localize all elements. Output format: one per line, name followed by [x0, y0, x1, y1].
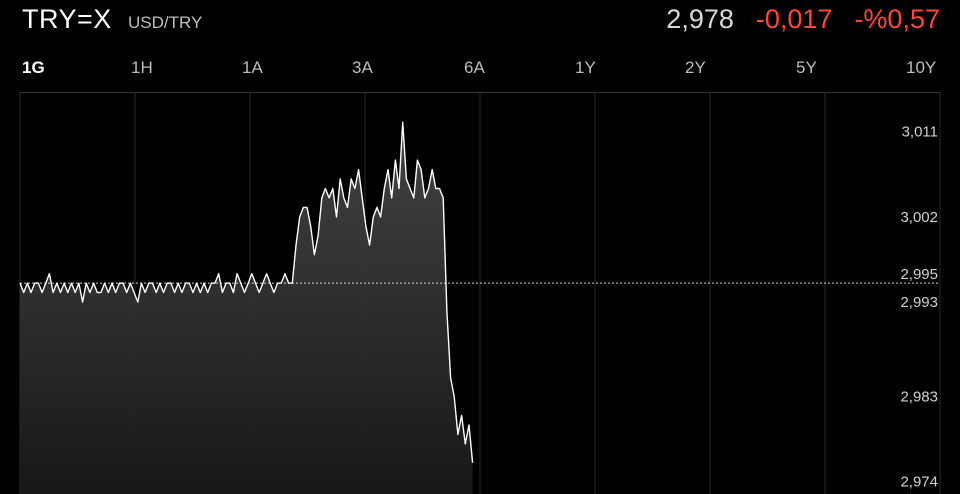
- tab-1a[interactable]: 1A: [242, 58, 263, 77]
- tab-1y[interactable]: 1Y: [575, 58, 596, 77]
- quote-header: TRY=X USD/TRY 2,978 -0,017 -%0,57: [0, 0, 960, 44]
- price-area: [20, 122, 473, 494]
- time-range-tabs: 1G 1H 1A 3A 6A 1Y 2Y 5Y 10Y: [0, 58, 960, 84]
- y-tick-label: 2,993: [900, 294, 938, 311]
- y-tick-label: 2,995: [900, 266, 938, 283]
- tab-6a[interactable]: 6A: [464, 58, 485, 77]
- tab-10y[interactable]: 10Y: [906, 58, 937, 77]
- y-tick-label: 3,002: [900, 209, 938, 226]
- price-change: -0,017: [755, 4, 833, 34]
- y-tick-label: 3,011: [902, 124, 938, 141]
- price-chart-svg: 3,011 3,002 2,995 2,993 2,983 2,974: [19, 92, 941, 494]
- quote-values: 2,978 -0,017 -%0,57: [666, 4, 940, 35]
- y-tick-label: 2,983: [900, 389, 938, 406]
- tab-1g[interactable]: 1G: [22, 58, 45, 77]
- price-chart[interactable]: 3,011 3,002 2,995 2,993 2,983 2,974: [0, 92, 960, 494]
- currency-pair: USD/TRY: [128, 13, 203, 32]
- tab-5y[interactable]: 5Y: [796, 58, 817, 77]
- tab-3a[interactable]: 3A: [352, 58, 373, 77]
- price-change-percent: -%0,57: [854, 4, 940, 34]
- price-line: [19, 121, 474, 463]
- y-tick-label: 2,974: [900, 474, 938, 491]
- ticker-symbol: TRY=X: [22, 4, 112, 34]
- tab-2y[interactable]: 2Y: [685, 58, 706, 77]
- current-price: 2,978: [666, 4, 734, 34]
- y-axis-labels: 3,011 3,002 2,995 2,993 2,983 2,974: [900, 124, 938, 491]
- vertical-grid: [19, 92, 941, 494]
- tab-1h[interactable]: 1H: [131, 58, 153, 77]
